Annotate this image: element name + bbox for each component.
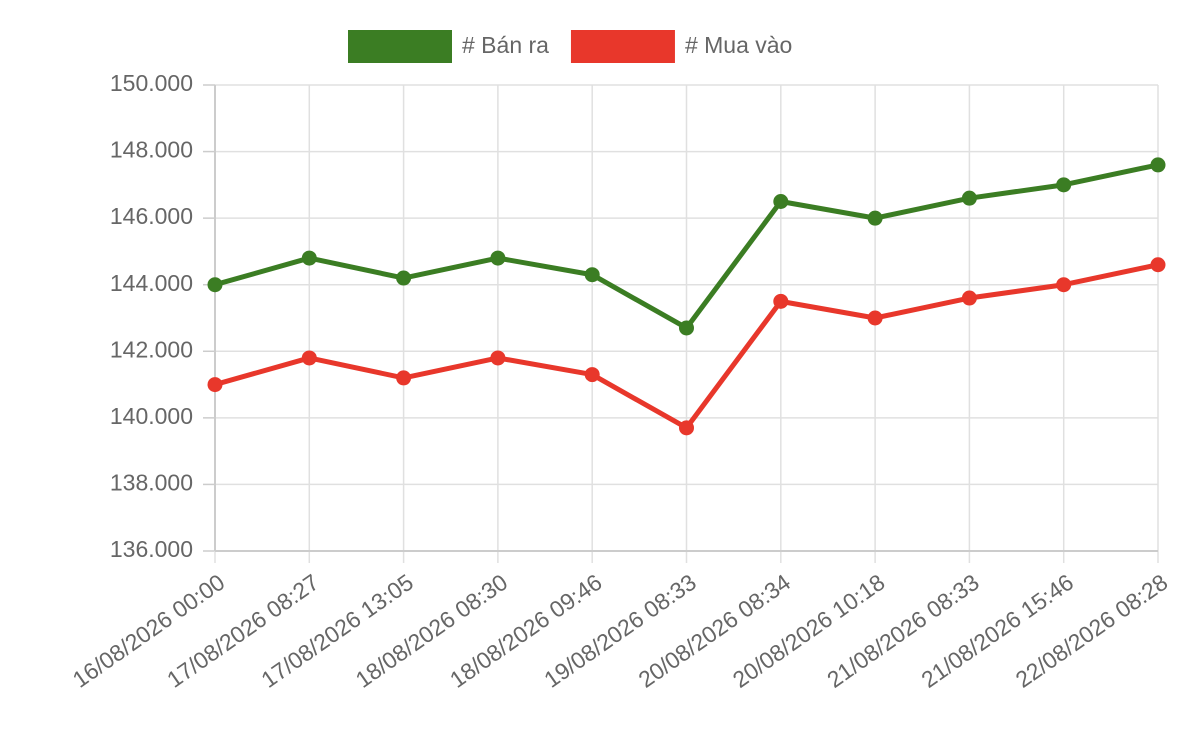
data-point xyxy=(584,367,600,383)
y-tick-label: 136.000 xyxy=(110,536,193,562)
data-point xyxy=(773,293,789,309)
data-point xyxy=(490,350,506,366)
data-point xyxy=(961,190,977,206)
y-tick-label: 150.000 xyxy=(110,70,193,96)
y-tick-label: 140.000 xyxy=(110,403,193,429)
data-point xyxy=(867,210,883,226)
data-point xyxy=(1056,177,1072,193)
data-point xyxy=(207,377,223,393)
legend-swatch xyxy=(348,30,452,63)
data-point xyxy=(396,370,412,386)
data-point xyxy=(679,320,694,336)
data-point xyxy=(1150,257,1166,273)
y-tick-label: 138.000 xyxy=(110,470,193,496)
legend-label: # Mua vào xyxy=(685,32,792,58)
y-tick-label: 148.000 xyxy=(110,137,193,163)
data-point xyxy=(490,250,506,266)
y-tick-label: 142.000 xyxy=(110,336,193,362)
y-tick-label: 146.000 xyxy=(110,203,193,229)
data-point xyxy=(961,290,977,306)
data-point xyxy=(867,310,883,326)
data-point xyxy=(301,250,317,266)
data-point xyxy=(396,270,412,286)
legend-swatch xyxy=(570,30,675,63)
data-point xyxy=(1056,277,1072,293)
x-tick-label: 16/08/2026 00:00 xyxy=(68,569,230,693)
data-point xyxy=(679,420,694,436)
data-point xyxy=(1150,157,1166,173)
data-point xyxy=(301,350,317,366)
data-point xyxy=(584,267,600,283)
y-tick-label: 144.000 xyxy=(110,270,193,296)
data-point xyxy=(207,277,223,293)
legend-label: # Bán ra xyxy=(462,32,549,58)
data-point xyxy=(773,194,789,209)
